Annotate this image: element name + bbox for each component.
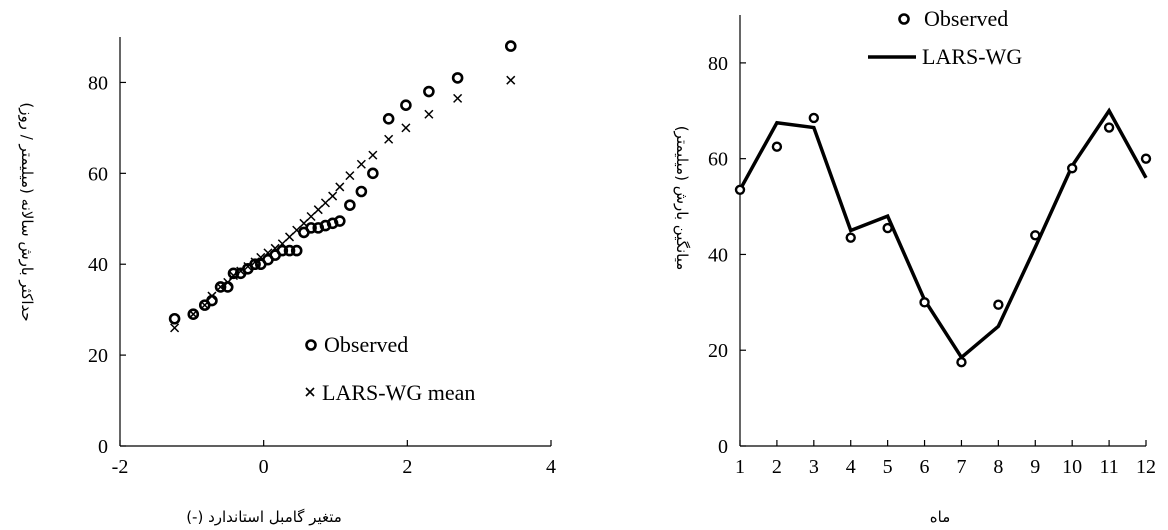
lars-mean-point <box>453 93 463 103</box>
legend-observed-label: Observed <box>324 332 408 357</box>
x-tick-label: 12 <box>1136 456 1156 478</box>
lars-mean-point <box>384 134 394 144</box>
observed-point <box>1066 163 1078 174</box>
observed-point <box>1103 122 1115 133</box>
monthly-axes <box>739 15 1146 447</box>
gumbel-x-axis-label: متغیر گامبل استاندارد (-) <box>186 508 342 526</box>
observed-point <box>290 244 303 257</box>
gumbel-axes <box>119 37 551 447</box>
x-tick-label: 6 <box>920 456 930 478</box>
observed-point <box>882 222 893 234</box>
lars-mean-point <box>424 109 434 119</box>
lars-mean-point <box>506 75 516 85</box>
observed-point <box>451 72 464 84</box>
gumbel-marks <box>168 40 517 333</box>
y-tick-label: 80 <box>708 53 728 75</box>
observed-point <box>993 299 1004 310</box>
gumbel-y-axis-label: حداکثر بارش سالانه (میلیمتر / روز) <box>18 102 36 321</box>
observed-point <box>276 244 289 257</box>
y-tick-label: 60 <box>88 163 108 185</box>
observed-point <box>355 185 368 198</box>
monthly-x-axis-label: ماه <box>930 508 950 526</box>
y-tick-label: 20 <box>708 340 728 362</box>
y-tick-label: 40 <box>88 254 108 276</box>
observed-point <box>249 258 261 271</box>
observed-point <box>845 232 856 243</box>
x-tick-label: 3 <box>809 456 819 478</box>
x-tick-label: 9 <box>1030 456 1040 478</box>
x-tick-label: 4 <box>546 456 556 478</box>
x-tick-label: 2 <box>772 456 782 478</box>
lars-mean-point <box>306 211 316 222</box>
gumbel-legend: Observed LARS-WG mean <box>305 332 475 405</box>
monthly-y-axis-label: میانگین بارش (میلیمتر) <box>673 126 691 271</box>
observed-point <box>956 356 967 368</box>
observed-point <box>382 113 395 125</box>
monthly-marks <box>734 107 1152 368</box>
y-tick-label: 20 <box>88 345 108 367</box>
x-tick-label: 2 <box>402 456 412 478</box>
legend-observed-label: Observed <box>924 6 1008 31</box>
lars-mean-point <box>356 159 366 169</box>
observed-point <box>334 215 346 227</box>
lars-mean-point <box>313 205 323 215</box>
observed-point <box>734 184 746 195</box>
observed-point <box>771 141 783 152</box>
x-tick-label: 5 <box>883 456 893 478</box>
observed-point <box>344 199 356 211</box>
observed-point <box>214 281 227 293</box>
observed-point <box>423 85 435 98</box>
x-tick-label: 0 <box>259 456 269 478</box>
legend-lars-mean-label: LARS-WG mean <box>322 380 475 405</box>
x-tick-label: 8 <box>993 456 1003 478</box>
x-tick-label: 1 <box>735 456 745 478</box>
lars-mean-point <box>345 171 355 181</box>
observed-point <box>919 297 930 308</box>
y-tick-label: 0 <box>98 436 108 458</box>
legend-lars-label: LARS-WG <box>922 44 1022 69</box>
x-tick-label: -2 <box>112 456 129 478</box>
legend-observed-marker <box>898 13 910 25</box>
y-tick-label: 0 <box>718 436 728 458</box>
observed-point <box>1030 230 1041 241</box>
observed-point <box>305 222 317 234</box>
legend-lars-mean-marker <box>305 387 315 397</box>
observed-point <box>206 294 218 307</box>
lars-mean-point <box>284 232 295 242</box>
y-tick-label: 80 <box>88 72 108 94</box>
x-tick-label: 10 <box>1062 456 1082 478</box>
y-tick-label: 40 <box>708 244 728 266</box>
observed-point <box>400 99 412 111</box>
lars-mean-point <box>401 123 411 133</box>
legend-observed-marker <box>305 339 317 351</box>
observed-point <box>808 112 820 124</box>
lars-mean-point <box>170 323 180 333</box>
lars-mean-point <box>368 150 378 160</box>
observed-point <box>504 40 517 52</box>
y-tick-label: 60 <box>708 149 728 171</box>
x-tick-label: 7 <box>956 456 966 478</box>
observed-point <box>227 267 240 280</box>
observed-point <box>187 308 200 321</box>
observed-point <box>1140 153 1152 164</box>
observed-point <box>221 281 234 293</box>
observed-point <box>367 167 379 180</box>
lars-mean-point <box>328 191 338 201</box>
x-tick-label: 11 <box>1099 456 1118 478</box>
lars-mean-point <box>320 198 330 208</box>
x-tick-label: 4 <box>846 456 856 478</box>
monthly-legend: Observed LARS-WG <box>868 6 1022 69</box>
observed-point <box>168 312 181 325</box>
lars-mean-point <box>335 182 345 192</box>
lars-wg-line <box>738 107 1148 361</box>
observed-point <box>283 244 296 257</box>
